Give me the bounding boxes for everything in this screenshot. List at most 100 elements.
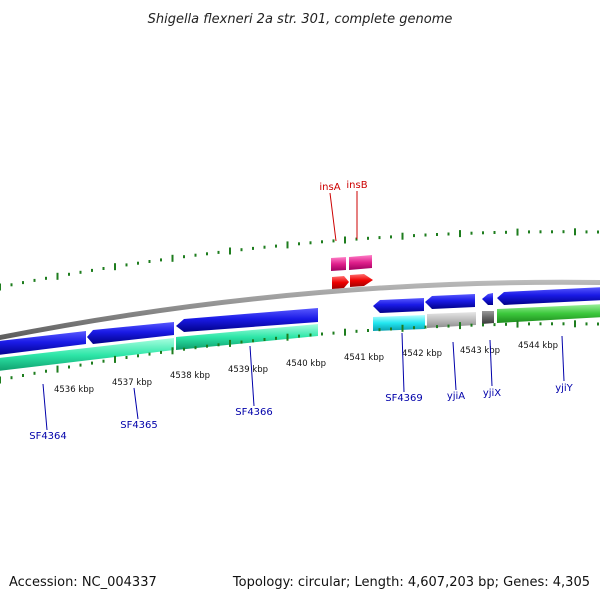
tick-minor <box>45 276 47 280</box>
tick-minor <box>125 356 128 359</box>
tick-minor <box>597 230 599 234</box>
tick-minor <box>252 339 254 343</box>
tick-minor <box>91 361 93 365</box>
tick-minor <box>321 332 323 336</box>
tick-minor <box>551 230 553 234</box>
leader-yjiX <box>489 339 493 387</box>
tick-major <box>401 232 404 240</box>
tick-minor <box>148 260 151 263</box>
scale-label-4544: 4544 kbp <box>518 341 558 351</box>
tick-major <box>344 328 346 336</box>
leader-SF4369 <box>401 332 405 393</box>
tick-minor <box>194 346 197 350</box>
tick-minor <box>160 258 162 262</box>
tick-minor <box>137 261 139 265</box>
accession-text: Accession: NC_004337 <box>9 575 157 590</box>
tick-minor <box>240 248 243 252</box>
tick-minor <box>194 253 197 257</box>
gene-label-yjiY: yjiY <box>555 383 573 394</box>
gene-arrow-SF4366 <box>176 308 318 332</box>
feature-arrow-insA-pink <box>331 257 346 271</box>
map-title: Shigella flexneri 2a str. 301, complete … <box>148 12 453 27</box>
tick-minor <box>447 324 450 328</box>
tick-major <box>114 355 116 363</box>
tick-major <box>171 347 174 355</box>
tick-minor <box>597 322 599 326</box>
tick-minor <box>183 347 185 351</box>
gene-label-SF4365: SF4365 <box>120 420 158 431</box>
tick-minor <box>45 369 47 373</box>
tick-minor <box>309 333 312 337</box>
product-bar-yjiA <box>427 312 476 328</box>
gene-label-yjiA: yjiA <box>447 391 465 402</box>
tick-major <box>516 320 519 328</box>
gene-arrow-SF4364 <box>0 331 86 355</box>
tick-minor <box>436 233 438 236</box>
tick-minor <box>355 329 358 333</box>
tick-minor <box>482 231 484 235</box>
tick-major <box>574 320 576 328</box>
tick-minor <box>22 374 24 377</box>
tick-minor <box>447 232 450 236</box>
product-bar-SF4364-SF4365 <box>0 338 174 371</box>
tick-minor <box>528 322 530 326</box>
tick-minor <box>33 371 36 375</box>
tick-minor <box>321 240 323 244</box>
feature-ins-red <box>332 274 373 289</box>
tick-major <box>286 241 289 249</box>
tick-minor <box>505 230 507 234</box>
product-bar-SF4369 <box>373 315 425 331</box>
tick-minor <box>102 359 105 363</box>
tick-major <box>574 228 576 236</box>
feature-arrow-insB-red <box>350 274 373 287</box>
product-bar-yjiX <box>482 311 494 324</box>
tick-minor <box>585 322 588 326</box>
tick-major <box>171 254 174 262</box>
tick-minor <box>217 343 220 347</box>
tick-minor <box>470 323 473 327</box>
tick-minor <box>413 234 415 238</box>
tick-minor <box>332 239 335 243</box>
tick-major <box>286 333 289 341</box>
scale-label-4541: 4541 kbp <box>344 353 384 363</box>
tick-minor <box>102 267 105 270</box>
tick-minor <box>183 255 185 259</box>
gene-arrows-blue <box>0 287 600 355</box>
tick-minor <box>528 230 530 234</box>
tick-minor <box>275 336 277 340</box>
tick-major <box>0 283 1 291</box>
tick-minor <box>378 328 381 332</box>
gene-label-SF4369: SF4369 <box>385 393 423 404</box>
gene-arrow-yjiY <box>497 287 600 305</box>
tick-major <box>0 376 1 384</box>
tick-minor <box>562 230 565 234</box>
tick-minor <box>298 242 300 246</box>
product-bar-SF4366 <box>176 324 318 350</box>
scale-labels: 4536 kbp 4537 kbp 4538 kbp 4539 kbp 4540… <box>54 341 558 395</box>
scale-label-4536: 4536 kbp <box>54 385 94 395</box>
tick-minor <box>68 365 70 369</box>
tick-major <box>229 339 231 347</box>
leader-yjiY <box>561 335 565 382</box>
tick-minor <box>539 322 542 326</box>
tick-minor <box>68 272 70 276</box>
feature-arrow-insB-pink <box>349 255 372 270</box>
tick-major <box>459 230 461 238</box>
scale-label-4542: 4542 kbp <box>402 349 442 359</box>
leader-SF4365 <box>133 387 139 420</box>
scale-label-4539: 4539 kbp <box>228 365 268 375</box>
tick-minor <box>367 236 369 240</box>
tick-minor <box>275 244 277 248</box>
tick-minor <box>22 281 24 285</box>
tick-minor <box>390 235 392 239</box>
tick-minor <box>585 230 588 234</box>
tick-minor <box>424 233 427 237</box>
gene-label-SF4366: SF4366 <box>235 407 273 418</box>
feature-arrow-insA-red <box>332 276 349 289</box>
tick-minor <box>298 334 300 338</box>
tick-major <box>114 263 116 271</box>
tick-minor <box>332 331 335 335</box>
tick-minor <box>206 252 208 256</box>
tick-minor <box>482 323 484 327</box>
